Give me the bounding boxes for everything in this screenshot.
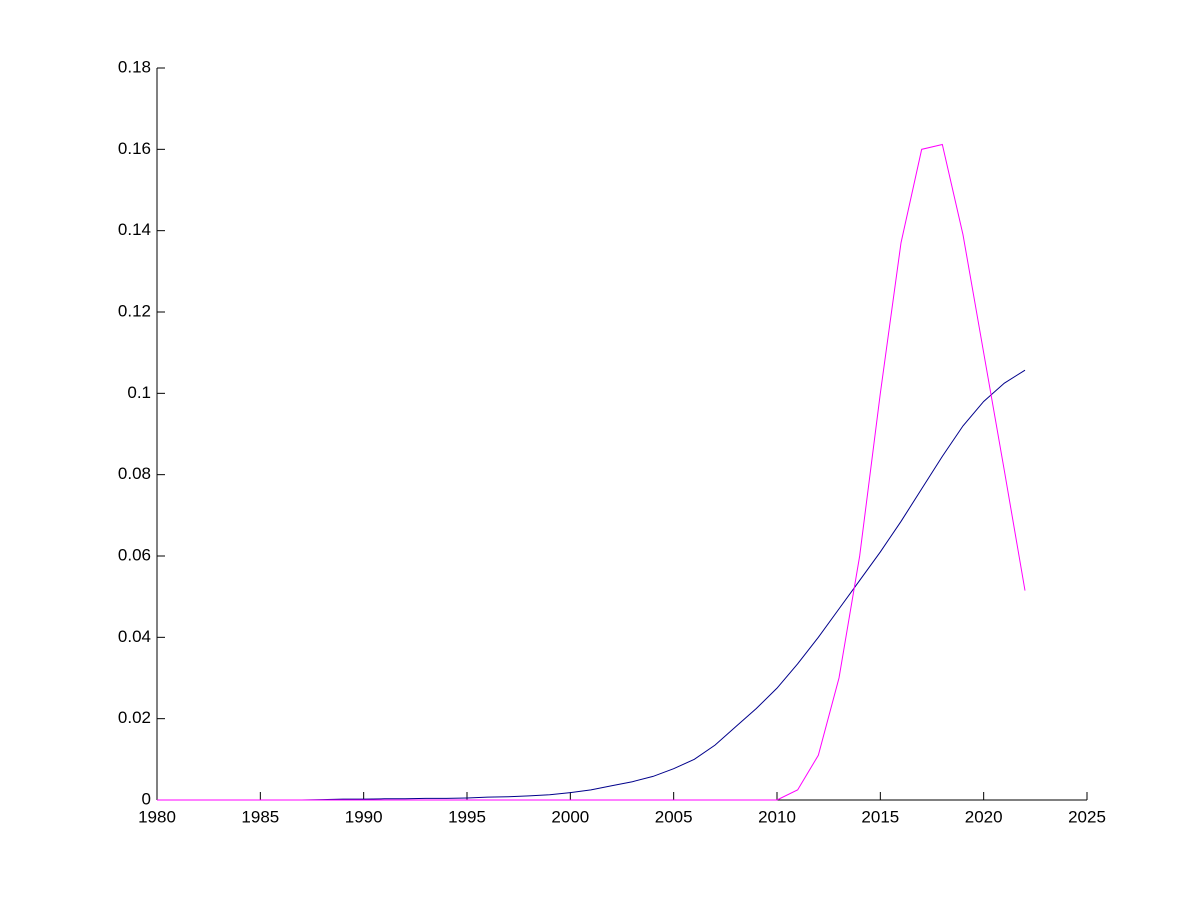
x-tick-label: 2010 (758, 807, 796, 826)
y-tick-label: 0.1 (127, 383, 151, 402)
y-tick-label: 0.06 (118, 545, 151, 564)
x-tick-label: 1980 (138, 807, 176, 826)
x-tick-label: 2000 (551, 807, 589, 826)
y-tick-label: 0.16 (118, 139, 151, 158)
x-tick-label: 2025 (1068, 807, 1106, 826)
y-tick-label: 0.18 (118, 57, 151, 76)
series-line (157, 143, 1026, 801)
y-tick-label: 0.04 (118, 627, 151, 646)
x-tick-label: 1995 (448, 807, 486, 826)
x-tick-label: 2020 (965, 807, 1003, 826)
y-tick-label: 0.12 (118, 301, 151, 320)
x-tick-label: 1985 (241, 807, 279, 826)
y-tick-label: 0.02 (118, 708, 151, 727)
y-tick-label: 0 (142, 789, 151, 808)
series-line (157, 369, 1026, 801)
y-tick-label: 0.08 (118, 464, 151, 483)
x-tick-label: 2005 (655, 807, 693, 826)
x-tick-label: 2015 (861, 807, 899, 826)
y-tick-label: 0.14 (118, 220, 151, 239)
x-tick-label: 1990 (345, 807, 383, 826)
